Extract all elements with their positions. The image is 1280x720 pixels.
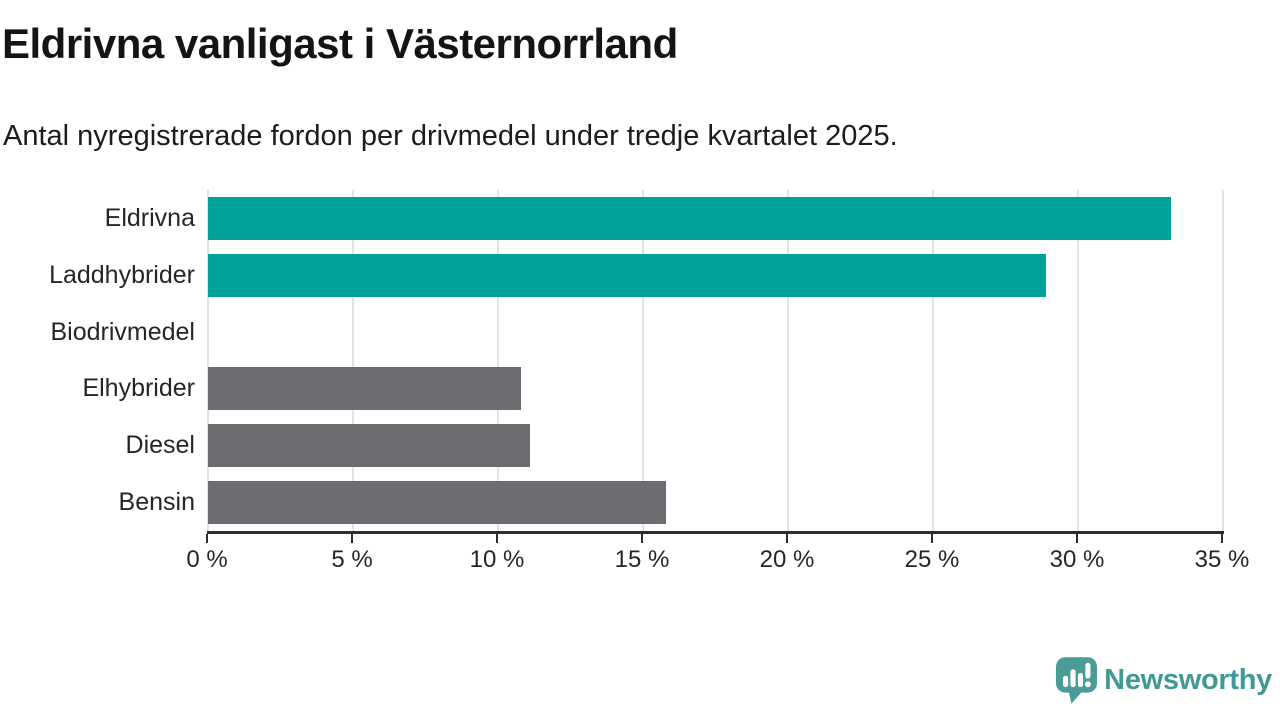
gridline-25	[932, 190, 934, 531]
bar-laddhybrider	[208, 253, 1047, 297]
x-tick-label-10: 10 %	[469, 546, 525, 573]
chart-subtitle: Antal nyregistrerade fordon per drivmede…	[3, 120, 898, 152]
x-axis: 0 % 5 % 10 % 15 % 20 % 25 % 30 % 35 %	[186, 531, 1249, 581]
x-tick-30	[1076, 534, 1078, 543]
x-tick-label-5: 5 %	[331, 546, 373, 573]
speech-bubble-shape	[1056, 657, 1098, 704]
gridline-10	[497, 190, 499, 531]
plot-area	[207, 190, 1224, 531]
gridline-0	[207, 190, 209, 531]
x-axis-line	[207, 531, 1224, 534]
x-tick-20	[786, 534, 788, 543]
category-label-laddhybrider: Laddhybrider	[49, 260, 195, 289]
bar-diesel	[208, 424, 530, 468]
gridline-20	[787, 190, 789, 531]
x-tick-label-15: 15 %	[614, 546, 670, 573]
category-label-bensin: Bensin	[118, 488, 195, 517]
newsworthy-logo: Newsworthy	[1056, 657, 1272, 704]
category-label-biodrivmedel: Biodrivmedel	[50, 317, 195, 346]
category-label-diesel: Diesel	[125, 431, 195, 460]
chart-title: Eldrivna vanligast i Västernorrland	[2, 20, 678, 67]
bar-eldrivna	[208, 196, 1171, 240]
x-tick-35	[1221, 534, 1223, 543]
x-tick-25	[931, 534, 933, 543]
gridline-35	[1222, 190, 1224, 531]
x-tick-label-20: 20 %	[759, 546, 815, 573]
category-label-eldrivna: Eldrivna	[104, 203, 195, 232]
x-tick-label-0: 0 %	[186, 546, 228, 573]
newsworthy-icon	[1056, 657, 1098, 704]
x-tick-label-35: 35 %	[1194, 546, 1250, 573]
bar-elhybrider	[208, 367, 522, 411]
bar-bensin	[208, 481, 667, 525]
newsworthy-wordmark: Newsworthy	[1104, 664, 1272, 696]
x-tick-label-25: 25 %	[904, 546, 960, 573]
x-tick-0	[206, 534, 208, 543]
category-label-elhybrider: Elhybrider	[82, 374, 195, 403]
gridline-30	[1077, 190, 1079, 531]
category-labels: Eldrivna Laddhybrider Biodrivmedel Elhybrid…	[0, 190, 195, 531]
x-tick-label-30: 30 %	[1049, 546, 1105, 573]
gridline-15	[642, 190, 644, 531]
gridline-5	[352, 190, 354, 531]
x-tick-10	[496, 534, 498, 543]
x-tick-5	[351, 534, 353, 543]
x-tick-15	[641, 534, 643, 543]
